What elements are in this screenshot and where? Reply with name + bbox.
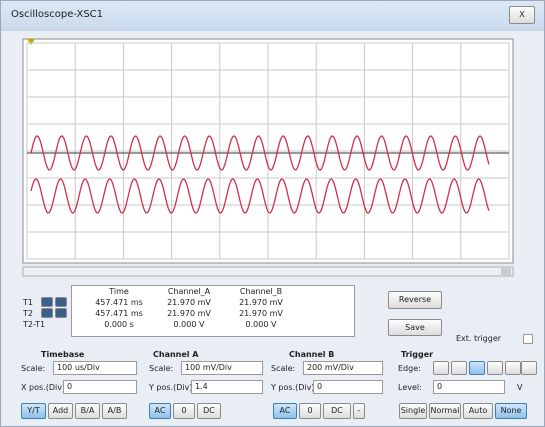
scale-label: Scale: [271, 364, 296, 373]
title-bar [1, 1, 544, 31]
scale-label: Scale: [21, 364, 46, 373]
position-input[interactable]: 0 [313, 380, 383, 394]
cursor-left-button[interactable] [41, 297, 53, 307]
position-label: Y pos.(Div): [271, 383, 318, 392]
cursor-left-button[interactable] [41, 308, 53, 318]
timebase-mode-button[interactable]: A/B [102, 403, 127, 419]
timebase-mode-button[interactable]: B/A [75, 403, 100, 419]
scrollbar[interactable] [22, 266, 514, 277]
level-label: Level: [398, 383, 422, 392]
ext-trigger-checkbox[interactable] [523, 334, 533, 344]
readout-value: 457.471 ms [95, 298, 143, 307]
channel-b-coupling-button[interactable]: AC [273, 403, 297, 419]
scale-input[interactable]: 100 us/Div [53, 361, 137, 375]
channel-b-trace [30, 178, 490, 214]
window-title: Oscilloscope-XSC1 [11, 9, 104, 20]
channel-a-coupling-button[interactable]: AC [149, 403, 171, 419]
save-button[interactable]: Save [388, 319, 442, 336]
trigger-mode-button[interactable]: Auto [463, 403, 493, 419]
edge-button[interactable] [451, 361, 467, 375]
scope-screen [22, 38, 514, 277]
channel-b-coupling-button[interactable]: 0 [299, 403, 321, 419]
readout-value: 457.471 ms [95, 309, 143, 318]
column-header: Channel_B [239, 287, 283, 296]
position-label: Y pos.(Div): [149, 383, 196, 392]
section-title: Channel B [289, 350, 335, 359]
column-header: Channel_A [167, 287, 211, 296]
level-unit: V [517, 383, 523, 392]
timebase-mode-button[interactable]: Add [48, 403, 73, 419]
edge-button[interactable] [469, 361, 485, 375]
readout-value: 21.970 mV [239, 309, 283, 318]
column-header: Time [109, 287, 129, 296]
cursor-label: T2-T1 [23, 320, 46, 329]
ext-trigger-label: Ext. trigger [456, 334, 502, 343]
trigger-mode-button[interactable]: None [495, 403, 527, 419]
readout-value: 0.000 V [173, 320, 205, 329]
edge-button[interactable] [505, 361, 521, 375]
channel-b-coupling-button[interactable]: - [353, 403, 365, 419]
scale-label: Scale: [149, 364, 174, 373]
readout-value: 21.970 mV [167, 309, 211, 318]
cursor-right-button[interactable] [55, 308, 67, 318]
channel-a-trace [30, 135, 490, 171]
scroll-thumb[interactable] [501, 268, 511, 275]
cursor-right-button[interactable] [55, 297, 67, 307]
trigger-marker [27, 39, 35, 45]
trigger-mode-button[interactable]: Normal [429, 403, 461, 419]
section-title: Trigger [401, 350, 434, 359]
readout-table [71, 285, 355, 337]
edge-button[interactable] [433, 361, 449, 375]
scale-input[interactable]: 200 mV/Div [303, 361, 383, 375]
trigger-mode-button[interactable]: Single [399, 403, 427, 419]
readout-value: 21.970 mV [239, 298, 283, 307]
edge-label: Edge: [398, 364, 421, 373]
scale-input[interactable]: 100 mV/Div [181, 361, 263, 375]
channel-a-coupling-button[interactable]: DC [197, 403, 221, 419]
timebase-mode-button[interactable]: Y/T [21, 403, 46, 419]
reverse-button[interactable]: Reverse [388, 291, 442, 309]
level-input[interactable]: 0 [433, 380, 505, 394]
cursor-label: T1 [23, 298, 33, 307]
readout-value: 0.000 V [245, 320, 277, 329]
close-button[interactable]: X [509, 6, 535, 24]
cursor-label: T2 [23, 309, 33, 318]
section-title: Timebase [41, 350, 85, 359]
channel-a-coupling-button[interactable]: 0 [173, 403, 195, 419]
readout-value: 0.000 s [104, 320, 134, 329]
edge-button[interactable] [487, 361, 503, 375]
position-input[interactable]: 0 [63, 380, 137, 394]
edge-button[interactable] [521, 361, 537, 375]
position-input[interactable]: 1.4 [191, 380, 263, 394]
channel-b-coupling-button[interactable]: DC [323, 403, 351, 419]
position-label: X pos.(Div): [21, 383, 68, 392]
readout-value: 21.970 mV [167, 298, 211, 307]
section-title: Channel A [153, 350, 199, 359]
